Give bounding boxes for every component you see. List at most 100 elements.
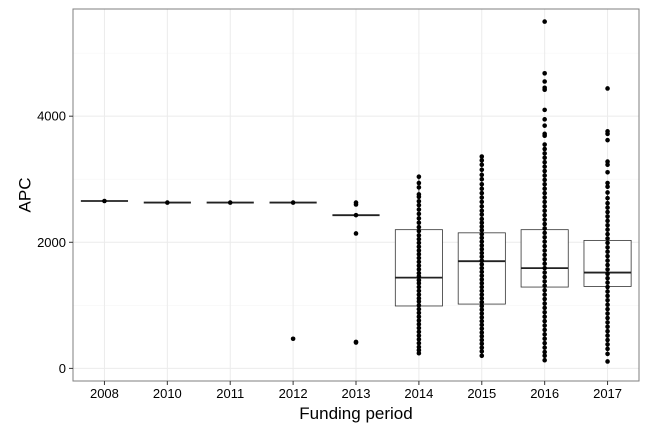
data-point xyxy=(416,174,422,180)
data-point xyxy=(605,200,610,206)
data-point xyxy=(605,333,610,338)
data-point xyxy=(353,231,359,236)
data-point xyxy=(542,327,547,333)
data-point xyxy=(605,227,610,232)
data-point xyxy=(416,325,422,331)
data-point xyxy=(542,349,547,355)
data-point xyxy=(605,342,610,347)
data-point xyxy=(479,154,485,159)
data-point xyxy=(605,180,610,186)
data-point xyxy=(479,345,485,350)
data-point xyxy=(605,137,610,143)
data-point xyxy=(542,212,547,218)
data-point xyxy=(542,123,547,128)
data-point xyxy=(542,357,547,363)
data-point xyxy=(290,200,296,205)
data-point xyxy=(479,262,485,267)
data-point xyxy=(542,336,547,342)
data-point xyxy=(416,248,422,253)
data-point xyxy=(605,284,610,290)
data-point xyxy=(605,271,610,277)
data-point xyxy=(416,233,422,238)
x-tick-label: 2016 xyxy=(530,386,559,401)
data-point xyxy=(605,162,610,168)
data-point xyxy=(542,186,547,191)
data-point xyxy=(542,287,547,293)
data-point xyxy=(605,209,610,215)
data-point xyxy=(416,220,422,226)
data-point xyxy=(605,249,610,255)
data-point xyxy=(605,214,610,219)
data-point xyxy=(479,231,485,237)
data-point xyxy=(605,262,610,268)
data-point xyxy=(479,299,485,305)
data-point xyxy=(542,283,547,289)
data-point xyxy=(416,329,422,335)
data-point xyxy=(416,211,422,217)
data-point xyxy=(542,261,547,267)
data-point xyxy=(479,204,485,209)
data-point xyxy=(605,351,610,357)
data-point xyxy=(605,359,610,364)
y-tick-label: 0 xyxy=(59,361,66,376)
data-point xyxy=(542,173,547,178)
data-point xyxy=(542,252,547,258)
data-point xyxy=(542,257,547,262)
points-2015 xyxy=(479,154,485,359)
data-point xyxy=(479,243,485,248)
data-point xyxy=(479,318,485,324)
data-point xyxy=(605,159,610,164)
y-axis: 0 2000 4000 xyxy=(37,109,73,376)
data-point xyxy=(542,164,547,169)
data-point xyxy=(416,194,422,200)
data-point xyxy=(416,344,422,350)
data-point xyxy=(416,288,422,294)
data-point xyxy=(542,208,547,214)
data-point xyxy=(479,330,485,335)
data-point xyxy=(479,307,485,313)
data-point xyxy=(542,155,547,161)
data-point xyxy=(542,195,547,200)
data-point xyxy=(479,254,485,260)
data-point xyxy=(479,212,485,217)
data-point xyxy=(416,284,422,290)
data-point xyxy=(542,234,547,240)
data-point xyxy=(605,302,610,308)
data-point xyxy=(542,19,547,24)
data-point xyxy=(605,86,610,91)
data-point xyxy=(542,87,547,93)
data-point xyxy=(605,205,610,210)
x-tick-label: 2015 xyxy=(467,386,496,401)
data-point xyxy=(416,224,422,230)
data-point xyxy=(542,279,547,284)
points-2008 xyxy=(102,198,107,204)
data-point xyxy=(416,299,422,304)
data-point xyxy=(479,167,485,173)
data-point xyxy=(542,181,547,187)
data-point xyxy=(605,222,610,228)
data-point xyxy=(416,207,422,212)
data-point xyxy=(416,321,422,327)
data-point xyxy=(605,170,610,175)
data-point xyxy=(542,117,547,122)
data-point xyxy=(479,172,485,178)
data-point xyxy=(542,301,547,306)
data-point xyxy=(542,340,547,346)
points-2016 xyxy=(542,19,547,363)
data-point xyxy=(479,326,485,331)
data-point xyxy=(416,259,422,265)
data-point xyxy=(479,162,485,168)
data-point xyxy=(542,199,547,205)
data-point xyxy=(605,231,610,237)
data-point xyxy=(416,244,422,250)
data-point xyxy=(416,199,422,204)
data-point xyxy=(479,181,485,187)
data-point xyxy=(542,345,547,350)
data-point xyxy=(416,202,422,208)
data-point xyxy=(542,274,547,280)
chart-marks xyxy=(80,19,632,364)
data-point xyxy=(479,288,485,294)
data-point xyxy=(605,275,610,281)
data-point xyxy=(479,190,485,196)
